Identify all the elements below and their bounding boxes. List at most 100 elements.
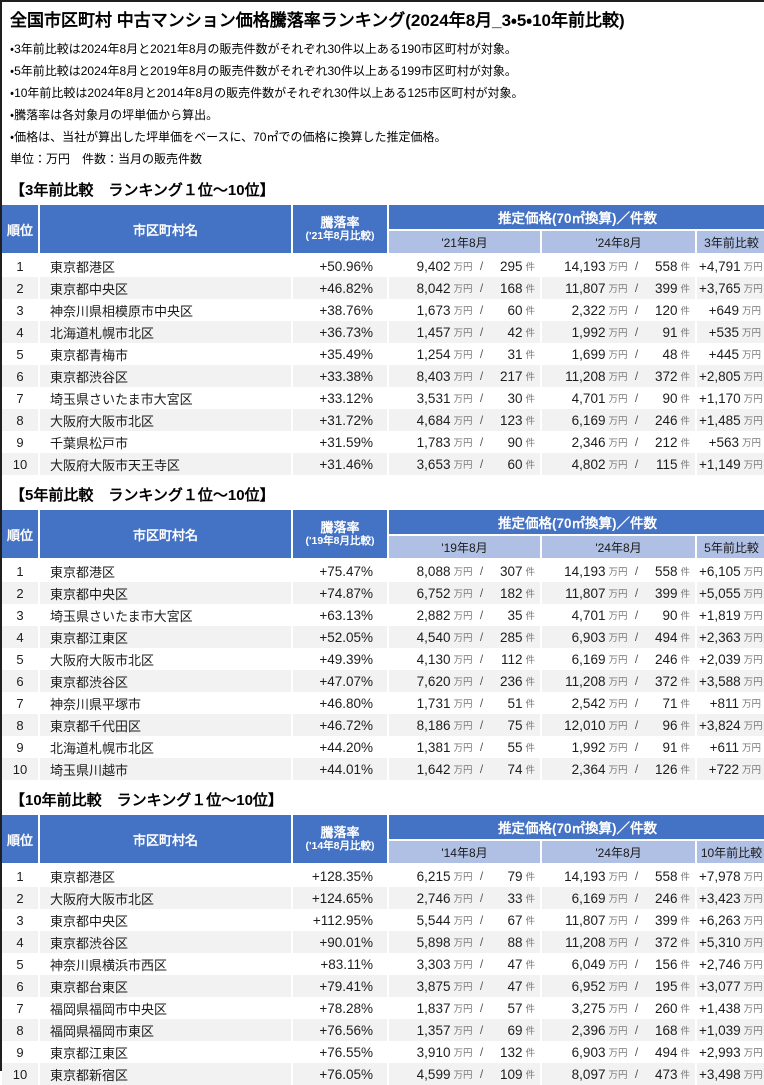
table-row: 2 東京都中央区 +74.87% 6,752 万円 / 182 件 11,807… xyxy=(2,582,764,604)
then-count-value: 47 xyxy=(507,978,523,994)
slash-separator: / xyxy=(479,740,484,754)
count-unit-label: 件 xyxy=(680,699,690,710)
now-price-cell: 3,275 万円 / 260 件 xyxy=(540,997,696,1019)
count-unit-label: 件 xyxy=(525,372,535,383)
col-header-price-group: 推定価格(70㎡換算)／件数 xyxy=(386,815,764,841)
slash-separator: / xyxy=(634,718,639,732)
now-count-value: 473 xyxy=(654,1066,678,1082)
price-unit-label: 万円 xyxy=(453,699,473,710)
then-price-value: 8,042 xyxy=(416,280,451,296)
rate-header-sublabel: ('21年8月比較) xyxy=(305,230,375,243)
price-unit-label: 万円 xyxy=(608,567,628,578)
then-price-value: 3,303 xyxy=(416,956,451,972)
municipality-cell: 福岡県福岡市中央区 xyxy=(38,997,292,1019)
municipality-cell: 千葉県松戸市 xyxy=(38,431,292,453)
col-header-municipality: 市区町村名 xyxy=(38,815,293,865)
municipality-cell: 神奈川県相模原市中央区 xyxy=(38,299,292,321)
rank-cell: 4 xyxy=(2,626,39,648)
slash-separator: / xyxy=(479,259,484,273)
count-unit-label: 件 xyxy=(680,394,690,405)
price-unit-label: 万円 xyxy=(453,982,473,993)
now-price-cell: 11,807 万円 / 399 件 xyxy=(540,582,696,604)
diff-value: +4,791 xyxy=(699,258,741,274)
now-price-value: 2,322 xyxy=(571,302,606,318)
price-unit-label: 万円 xyxy=(453,1048,473,1059)
table-header: 順位 市区町村名 騰落率 ('19年8月比較) 推定価格(70㎡換算)／件数 '… xyxy=(2,510,764,560)
now-price-cell: 4,802 万円 / 115 件 xyxy=(540,453,696,475)
count-unit-label: 件 xyxy=(680,262,690,273)
ranking-table: 順位 市区町村名 騰落率 ('14年8月比較) 推定価格(70㎡換算)／件数 '… xyxy=(2,815,764,1085)
then-count-value: 31 xyxy=(507,346,523,362)
table-row: 9 千葉県松戸市 +31.59% 1,783 万円 / 90 件 2,346 万… xyxy=(2,431,764,453)
price-unit-label: 万円 xyxy=(742,350,762,361)
municipality-cell: 神奈川県平塚市 xyxy=(38,692,292,714)
diff-value: +649 xyxy=(708,302,740,318)
col-header-rank: 順位 xyxy=(2,815,40,865)
municipality-cell: 大阪府大阪市北区 xyxy=(38,409,292,431)
table-row: 4 東京都渋谷区 +90.01% 5,898 万円 / 88 件 11,208 … xyxy=(2,931,764,953)
then-price-cell: 1,642 万円 / 74 件 xyxy=(387,758,541,780)
then-count-value: 217 xyxy=(499,368,523,384)
now-price-value: 2,396 xyxy=(571,1022,606,1038)
col-header-price-group: 推定価格(70㎡換算)／件数 xyxy=(386,510,764,536)
diff-value: +2,993 xyxy=(699,1044,741,1060)
diff-cell: +811 万円 xyxy=(694,692,764,714)
now-count-value: 399 xyxy=(654,585,678,601)
now-price-cell: 6,903 万円 / 494 件 xyxy=(540,626,696,648)
table-row: 8 福岡県福岡市東区 +76.56% 1,357 万円 / 69 件 2,396… xyxy=(2,1019,764,1041)
table-row: 5 神奈川県横浜市西区 +83.11% 3,303 万円 / 47 件 6,04… xyxy=(2,953,764,975)
diff-cell: +3,423 万円 xyxy=(694,887,764,909)
count-unit-label: 件 xyxy=(680,1070,690,1081)
col-header-rank: 順位 xyxy=(2,205,40,255)
table-row: 8 東京都千代田区 +46.72% 8,186 万円 / 75 件 12,010… xyxy=(2,714,764,736)
table-row: 9 北海道札幌市北区 +44.20% 1,381 万円 / 55 件 1,992… xyxy=(2,736,764,758)
count-unit-label: 件 xyxy=(525,394,535,405)
municipality-cell: 東京都渋谷区 xyxy=(38,365,292,387)
units-note: 単位：万円 件数：当月の販売件数 xyxy=(10,152,203,166)
slash-separator: / xyxy=(479,391,484,405)
rank-cell: 8 xyxy=(2,714,39,736)
then-price-value: 3,875 xyxy=(416,978,451,994)
col-header-then-period: '14年8月 xyxy=(388,839,542,865)
rate-cell: +36.73% xyxy=(291,321,388,343)
then-count-value: 60 xyxy=(507,302,523,318)
now-count-value: 96 xyxy=(662,717,678,733)
table-row: 6 東京都渋谷区 +47.07% 7,620 万円 / 236 件 11,208… xyxy=(2,670,764,692)
slash-separator: / xyxy=(479,935,484,949)
now-price-cell: 6,049 万円 / 156 件 xyxy=(540,953,696,975)
price-unit-label: 万円 xyxy=(608,262,628,273)
diff-value: +2,746 xyxy=(699,956,741,972)
col-header-now-period: '24年8月 xyxy=(540,534,697,560)
rate-cell: +79.41% xyxy=(291,975,388,997)
price-unit-label: 万円 xyxy=(608,699,628,710)
col-header-diff: 5年前比較 xyxy=(694,534,764,560)
then-price-cell: 6,752 万円 / 182 件 xyxy=(387,582,541,604)
price-unit-label: 万円 xyxy=(743,633,763,644)
now-price-value: 14,193 xyxy=(564,563,606,579)
then-price-cell: 8,403 万円 / 217 件 xyxy=(387,365,541,387)
rate-cell: +31.72% xyxy=(291,409,388,431)
then-price-cell: 8,088 万円 / 307 件 xyxy=(387,559,541,582)
municipality-cell: 北海道札幌市北区 xyxy=(38,321,292,343)
price-unit-label: 万円 xyxy=(743,916,763,927)
page-title: 全国市区町村 中古マンション価格騰落率ランキング(2024年8月_3・5・10年… xyxy=(10,11,625,30)
price-unit-label: 万円 xyxy=(608,416,628,427)
now-price-value: 14,193 xyxy=(564,258,606,274)
rate-cell: +46.80% xyxy=(291,692,388,714)
slash-separator: / xyxy=(634,891,639,905)
slash-separator: / xyxy=(479,718,484,732)
now-price-cell: 14,193 万円 / 558 件 xyxy=(540,864,696,887)
now-price-value: 11,807 xyxy=(565,912,606,928)
diff-cell: +2,993 万円 xyxy=(694,1041,764,1063)
table-row: 5 東京都青梅市 +35.49% 1,254 万円 / 31 件 1,699 万… xyxy=(2,343,764,365)
diff-value: +1,438 xyxy=(699,1000,741,1016)
now-count-value: 91 xyxy=(662,324,678,340)
slash-separator: / xyxy=(479,913,484,927)
now-price-value: 1,992 xyxy=(571,739,606,755)
now-price-value: 4,701 xyxy=(571,390,606,406)
rate-header-label: 騰落率 xyxy=(320,214,360,230)
now-count-value: 90 xyxy=(662,390,678,406)
price-unit-label: 万円 xyxy=(608,1004,628,1015)
price-unit-label: 万円 xyxy=(743,460,763,471)
now-price-cell: 2,396 万円 / 168 件 xyxy=(540,1019,696,1041)
